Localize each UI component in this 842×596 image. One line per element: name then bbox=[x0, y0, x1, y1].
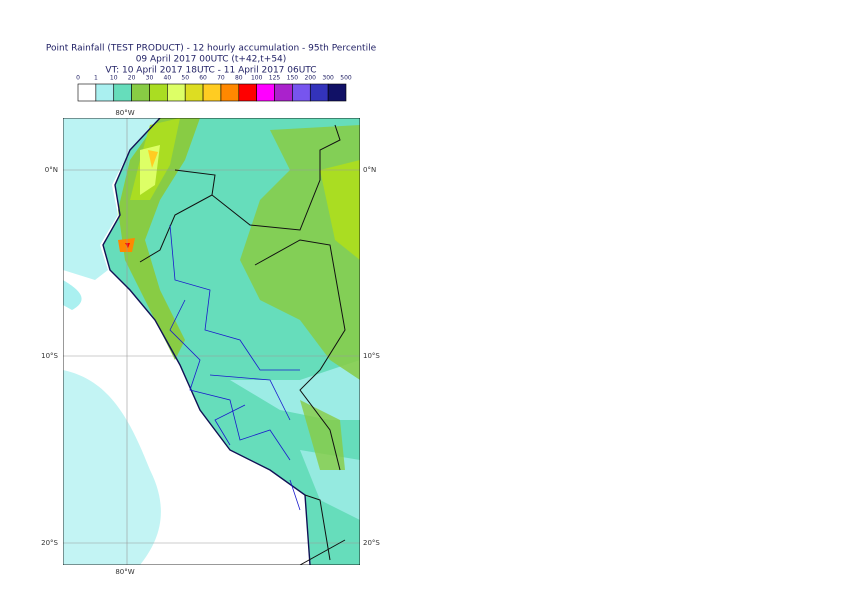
lon-label: 80°W bbox=[115, 568, 134, 576]
legend-label: 60 bbox=[199, 75, 207, 82]
legend-label: 150 bbox=[287, 75, 299, 82]
color-swatch bbox=[184, 83, 204, 102]
colorbar: 0 1 10 20 30 40 50 60 70 80 100 125 150 200 300 500 bbox=[76, 75, 352, 102]
legend-label: 500 bbox=[340, 75, 352, 82]
color-swatch bbox=[77, 83, 97, 102]
lat-label: 20°S bbox=[363, 539, 380, 547]
color-swatch bbox=[220, 83, 240, 102]
lat-label: 0°N bbox=[363, 166, 376, 174]
color-swatch bbox=[238, 83, 257, 102]
legend-label: 40 bbox=[164, 75, 172, 82]
legend-label: 100 bbox=[251, 75, 263, 82]
color-swatch bbox=[292, 83, 311, 102]
lat-label: 10°S bbox=[41, 352, 58, 360]
legend-label: 30 bbox=[146, 75, 154, 82]
color-swatch bbox=[309, 83, 329, 102]
color-swatch bbox=[131, 83, 150, 102]
legend-label: 125 bbox=[269, 75, 281, 82]
legend-label: 200 bbox=[305, 75, 317, 82]
color-swatch bbox=[274, 83, 293, 102]
legend-label: 80 bbox=[235, 75, 243, 82]
map bbox=[63, 118, 360, 565]
color-swatch bbox=[167, 83, 186, 102]
color-swatch bbox=[149, 83, 168, 102]
lat-label: 0°N bbox=[45, 166, 58, 174]
legend-label: 0 bbox=[76, 75, 80, 82]
color-swatch bbox=[202, 83, 222, 102]
legend-label: 50 bbox=[181, 75, 189, 82]
title: Point Rainfall (TEST PRODUCT) - 12 hourl… bbox=[46, 44, 377, 54]
legend-label: 1 bbox=[94, 75, 98, 82]
lat-label: 10°S bbox=[363, 352, 380, 360]
color-swatch bbox=[256, 83, 275, 102]
legend-label: 10 bbox=[110, 75, 118, 82]
subtitle: 09 April 2017 00UTC (t+42,t+54) bbox=[136, 55, 287, 65]
legend-label: 70 bbox=[217, 75, 225, 82]
legend-label: 20 bbox=[128, 75, 136, 82]
color-swatch bbox=[113, 83, 132, 102]
lat-label: 20°S bbox=[41, 539, 58, 547]
lon-label: 80°W bbox=[115, 109, 134, 117]
color-swatch bbox=[327, 83, 347, 102]
subtitle: VT: 10 April 2017 18UTC - 11 April 2017 … bbox=[105, 66, 316, 76]
color-swatch bbox=[95, 83, 115, 102]
legend-label: 300 bbox=[322, 75, 334, 82]
